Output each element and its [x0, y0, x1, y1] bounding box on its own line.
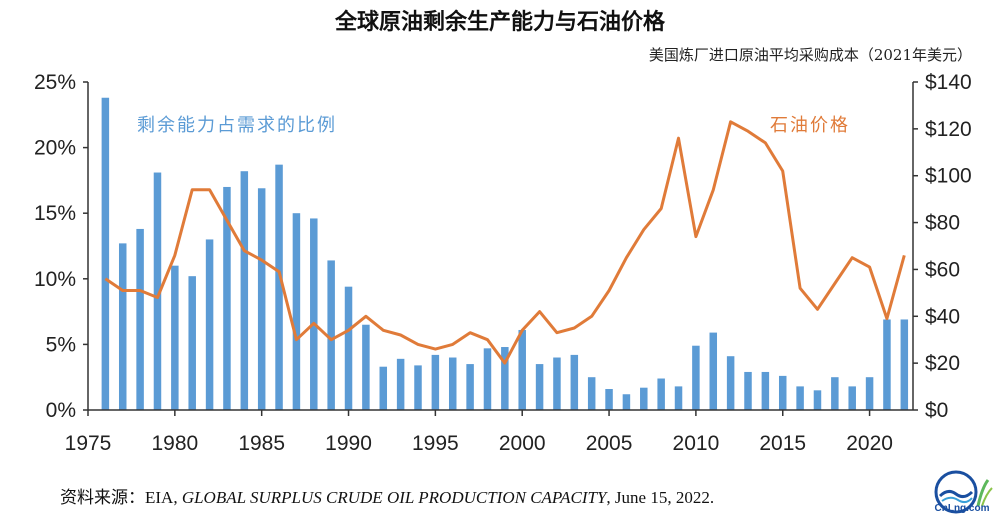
bar — [431, 354, 440, 410]
right-tick-label: $80 — [925, 212, 960, 235]
bar — [118, 243, 127, 410]
x-tick-label: 1980 — [151, 432, 198, 455]
series-label-capacity: 剩余能力占需求的比例 — [137, 115, 337, 136]
bar — [587, 377, 596, 410]
right-tick-label: $100 — [925, 165, 972, 188]
x-tick-label: 1975 — [65, 432, 112, 455]
bar — [136, 228, 144, 410]
source-prefix: 资料来源：EIA, — [60, 488, 182, 507]
bar — [257, 188, 266, 410]
bar — [240, 171, 249, 410]
bar — [448, 357, 457, 410]
bar — [396, 358, 405, 410]
bar — [310, 218, 318, 410]
bar — [761, 371, 770, 410]
bar — [153, 172, 162, 410]
bar — [501, 347, 509, 410]
bar — [570, 354, 579, 410]
right-tick-label: $60 — [925, 258, 960, 281]
x-tick-label: 2015 — [759, 432, 806, 455]
logo-text: CnLng.com — [934, 503, 990, 514]
labels-layer: 0% 5% 10% 15% 20% 25% $0 $20 $40 $60 $80 $100 $120 $1… — [34, 71, 972, 455]
bar — [518, 329, 526, 410]
axes-layer — [83, 81, 918, 416]
bar — [674, 386, 683, 410]
bar — [379, 366, 388, 410]
bar — [865, 377, 874, 410]
x-tick-label: 1985 — [238, 432, 285, 455]
bar — [640, 387, 648, 410]
left-tick-label: 25% — [34, 71, 76, 94]
bar — [205, 239, 214, 410]
bar — [553, 357, 561, 410]
chart-title: 全球原油剩余生产能力与石油价格 — [334, 10, 665, 35]
right-tick-label: $20 — [925, 352, 960, 375]
line-layer — [104, 120, 906, 365]
bars-layer — [101, 97, 909, 410]
series-label-oil-price: 石油价格 — [770, 115, 850, 136]
bar — [414, 365, 422, 410]
oil-price-line — [104, 120, 906, 365]
bar — [657, 378, 665, 410]
bar — [605, 389, 613, 410]
bar — [483, 348, 492, 410]
source-line: 资料来源：EIA, GLOBAL SURPLUS CRUDE OIL PRODU… — [60, 483, 714, 508]
bar — [535, 364, 544, 410]
bar — [848, 386, 856, 410]
bar — [327, 260, 335, 410]
bar — [466, 364, 474, 410]
right-axis-title: 美国炼厂进口原油平均采购成本（2021年美元） — [648, 46, 972, 64]
bar — [900, 319, 909, 410]
bar — [223, 186, 231, 410]
right-tick-label: $140 — [925, 71, 972, 94]
bar — [831, 377, 839, 410]
bar — [778, 375, 787, 410]
bar — [883, 319, 891, 410]
right-tick-label: $40 — [925, 305, 960, 328]
bar — [726, 356, 735, 410]
left-tick-label: 0% — [46, 399, 76, 422]
cnlng-logo-icon — [934, 470, 993, 514]
x-tick-label: 1990 — [325, 432, 372, 455]
bar — [813, 390, 822, 410]
bar — [622, 394, 631, 410]
bar — [692, 345, 700, 410]
right-tick-label: $0 — [925, 399, 948, 422]
left-tick-label: 15% — [34, 202, 76, 225]
bar — [709, 332, 718, 410]
bar — [101, 97, 110, 410]
x-tick-label: 2005 — [586, 432, 633, 455]
right-tick-label: $120 — [925, 118, 972, 141]
bar — [796, 386, 804, 410]
x-tick-label: 1995 — [412, 432, 459, 455]
source-italic: GLOBAL SURPLUS CRUDE OIL PRODUCTION CAPA… — [181, 488, 607, 507]
source-suffix: , June 15, 2022. — [606, 488, 715, 507]
x-tick-label: 2000 — [499, 432, 546, 455]
bar — [171, 265, 179, 410]
bar — [362, 324, 370, 410]
left-tick-label: 20% — [34, 137, 76, 160]
x-tick-label: 2010 — [673, 432, 720, 455]
left-tick-label: 10% — [34, 268, 76, 291]
left-tick-label: 5% — [46, 333, 76, 356]
x-tick-label: 2020 — [846, 432, 893, 455]
bar — [188, 276, 196, 410]
bar — [292, 213, 301, 410]
bar — [344, 286, 353, 410]
bar — [275, 164, 283, 410]
bar — [744, 371, 752, 410]
